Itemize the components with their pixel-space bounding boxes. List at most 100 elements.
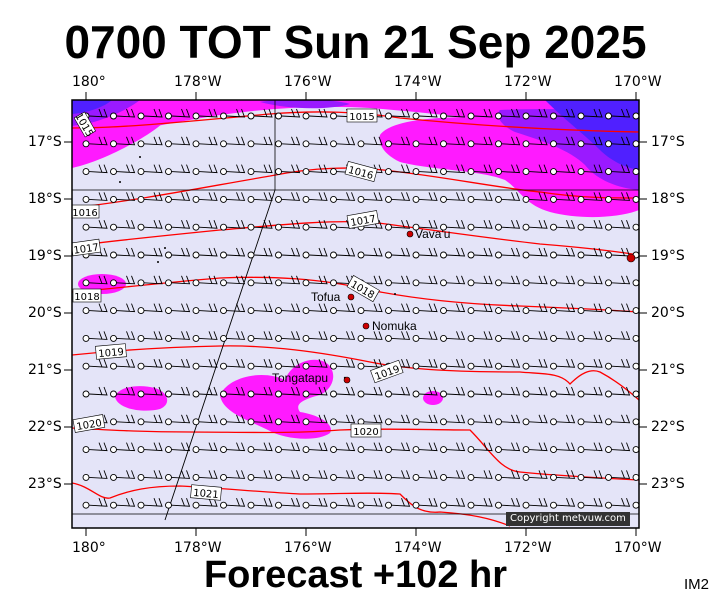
isobar-label: 1016 [72, 208, 97, 219]
wind-barb [281, 331, 301, 340]
wind-barb-station [302, 362, 310, 370]
wind-barb-station [440, 446, 447, 454]
wind-barb-station [220, 307, 227, 315]
wind-barb [446, 164, 466, 174]
wind-barb [556, 414, 576, 424]
wind-barb [446, 247, 466, 257]
wind-barb-station [467, 251, 475, 259]
wind-barb-station [357, 334, 365, 342]
wind-barb [473, 498, 493, 507]
isobar-label: 1020 [76, 418, 103, 433]
wind-barb-station [577, 223, 585, 231]
wind-barb-station [550, 362, 557, 370]
wind-barb [446, 470, 466, 479]
copyright-notice: Copyright metvuw.com [506, 512, 630, 526]
lon-label-bottom: 180° [72, 540, 106, 556]
wind-barb [363, 303, 383, 313]
wind-barb-station [192, 390, 200, 398]
wind-barb [473, 275, 493, 285]
wind-barb [116, 303, 136, 313]
lat-label-right: 19°S [651, 248, 685, 264]
wind-barb-station [137, 390, 145, 398]
wind-barb-station [522, 223, 530, 231]
wind-barb [501, 275, 521, 285]
wind-barb [116, 470, 136, 479]
wind-barb [226, 498, 246, 507]
wind-barb [363, 414, 383, 424]
wind-barb-station [275, 446, 282, 454]
wind-barb [88, 331, 108, 340]
wind-barb [171, 164, 191, 174]
wind-barb [363, 386, 383, 396]
isobar-label: 1020 [353, 427, 378, 438]
wind-barb [143, 386, 163, 396]
wind-barb [171, 414, 191, 424]
wind-barb-station [220, 112, 227, 120]
wind-barb [198, 331, 218, 340]
wind-barb-station [247, 334, 255, 342]
wind-barb [116, 498, 136, 507]
wind-barb-station [495, 362, 502, 370]
wind-barb [473, 470, 493, 479]
wind-barb-station [357, 251, 365, 259]
wind-barb [171, 386, 191, 396]
wind-barb [473, 414, 493, 424]
isobar-1021 [72, 482, 511, 527]
wind-barb [611, 164, 631, 174]
wind-barb [198, 164, 218, 174]
wind-barb [253, 192, 273, 201]
wind-barb-station [522, 140, 530, 148]
wind-barb-station [247, 362, 255, 370]
wind-barb [253, 247, 273, 257]
wind-barb-station [467, 307, 475, 315]
precip-extreme-northwest [72, 100, 112, 114]
wind-barb [363, 498, 383, 507]
isobar-1015 [72, 111, 639, 133]
wind-barb-station [412, 501, 420, 509]
wind-barb-station [330, 223, 337, 231]
wind-barb-station [495, 251, 502, 259]
precip-extreme-northeast [545, 100, 639, 170]
wind-barb-station [412, 390, 420, 398]
wind-barb [583, 386, 603, 396]
wind-barb-station [495, 501, 502, 509]
wind-barb-station [165, 195, 172, 203]
wind-barb [308, 164, 328, 174]
wind-barb [611, 192, 631, 201]
wind-barb-station [632, 223, 639, 231]
wind-barb-station [110, 223, 117, 231]
wind-barb [336, 386, 356, 396]
wind-barb-station [495, 195, 502, 203]
wind-barb-station [82, 307, 90, 315]
wind-barb [556, 331, 576, 340]
wind-barb-station [137, 223, 145, 231]
wind-barb-station [467, 140, 475, 148]
map-frame [71, 99, 640, 529]
wind-barbs [82, 108, 639, 509]
wind-barb-station [440, 501, 447, 509]
wind-barb [528, 442, 548, 452]
wind-barb [583, 247, 603, 257]
wind-barb-station [220, 446, 227, 454]
wind-barb-station [247, 195, 255, 203]
wind-barb-station [522, 501, 530, 509]
wind-barb-station [82, 334, 90, 342]
wind-barb [611, 359, 631, 368]
wind-barb [418, 192, 438, 201]
wind-barb-station [137, 334, 145, 342]
wind-barb [391, 386, 411, 396]
wind-barb [501, 498, 521, 507]
place-name-tongatapu: Tongatapu [272, 371, 328, 385]
wind-barb [473, 331, 493, 340]
wind-barb [253, 331, 273, 340]
wind-barb-station [247, 446, 255, 454]
wind-barb [391, 136, 411, 146]
wind-barb-station [192, 446, 200, 454]
wind-barb-station [165, 140, 172, 148]
wind-barb [88, 359, 108, 368]
wind-barb-station [440, 307, 447, 315]
wind-barb-station [467, 473, 475, 481]
wind-barb [638, 338, 639, 339]
wind-barb [143, 108, 163, 118]
